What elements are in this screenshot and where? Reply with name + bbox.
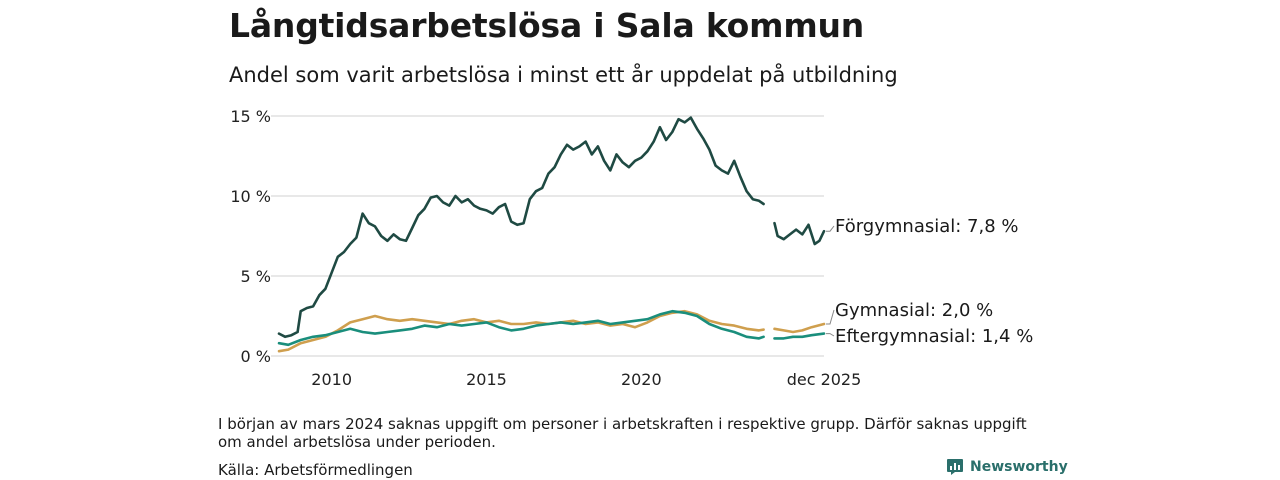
footnote: I början av mars 2024 saknas uppgift om … xyxy=(218,415,1027,451)
end-label-gymnasial: Gymnasial: 2,0 % xyxy=(835,300,993,321)
brand-name: Newsworthy xyxy=(970,459,1068,475)
x-tick-label: dec 2025 xyxy=(787,370,862,389)
line-chart: 0 % 5 % 10 % 15 % 2010 2015 2020 dec 2025 Förg… xyxy=(230,107,1033,389)
y-tick-label: 5 % xyxy=(241,267,271,286)
series-line-gymnasial xyxy=(277,309,765,353)
grid-lines xyxy=(271,115,824,357)
series-line-förgymnasial-after-gap xyxy=(773,221,826,246)
series-line-eftergymnasial xyxy=(277,309,765,347)
x-axis-ticks: 2010 2015 2020 dec 2025 xyxy=(311,370,861,389)
y-tick-label: 0 % xyxy=(241,347,271,366)
end-label-förgymnasial: Förgymnasial: 7,8 % xyxy=(835,216,1019,237)
end-labels: Förgymnasial: 7,8 % Gymnasial: 2,0 % Efter… xyxy=(826,216,1033,347)
end-label-eftergymnasial: Eftergymnasial: 1,4 % xyxy=(835,326,1033,347)
y-axis-ticks: 0 % 5 % 10 % 15 % xyxy=(230,107,271,366)
x-tick-label: 2020 xyxy=(621,370,662,389)
newsworthy-icon xyxy=(947,459,963,475)
leader-line xyxy=(826,225,835,232)
y-tick-label: 15 % xyxy=(230,107,271,126)
chart-title: Långtidsarbetslösa i Sala kommun xyxy=(229,6,865,45)
source-text: Källa: Arbetsförmedlingen xyxy=(218,461,413,479)
leader-line xyxy=(826,333,835,337)
series-line-gymnasial-after-gap xyxy=(773,322,826,334)
series-lines xyxy=(277,116,826,353)
leader-line xyxy=(826,309,835,325)
brand-logo[interactable]: Newsworthy xyxy=(946,458,1068,476)
series-line-eftergymnasial-after-gap xyxy=(773,332,826,340)
series-line-förgymnasial xyxy=(277,116,765,339)
chart-subtitle: Andel som varit arbetslösa i minst ett å… xyxy=(229,63,898,87)
y-tick-label: 10 % xyxy=(230,187,271,206)
x-tick-label: 2015 xyxy=(466,370,507,389)
x-tick-label: 2010 xyxy=(311,370,352,389)
